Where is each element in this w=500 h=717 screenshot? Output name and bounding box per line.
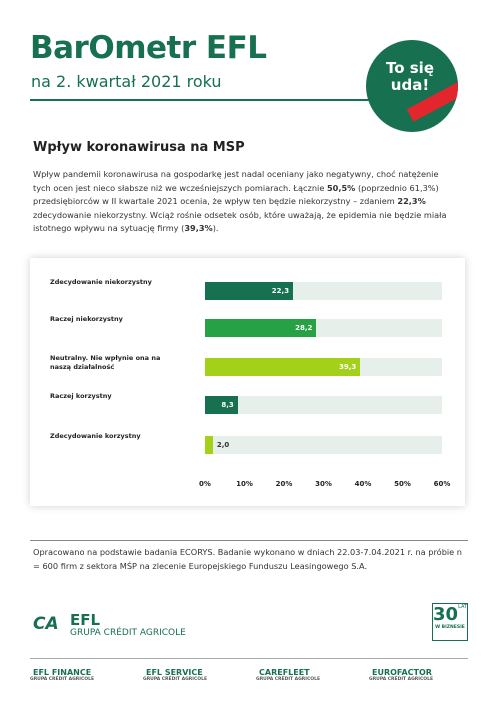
category-label: Neutralny. Nie wpłynie ona na naszą dzia…	[50, 354, 161, 371]
logo-mark: CA	[33, 614, 59, 634]
brand-group: GRUPA CRÉDIT AGRICOLE	[256, 677, 321, 682]
subtitle: na 2. kwartał 2021 roku	[31, 72, 222, 91]
bar	[205, 358, 361, 376]
x-tick-label: 20%	[275, 480, 293, 488]
heading: Wpływ koronawirusa na MSP	[33, 140, 245, 155]
x-tick-label: 10%	[236, 480, 253, 488]
intro-bold: 50,5%	[326, 182, 356, 193]
intro-bold: 39,3%	[184, 223, 213, 233]
brand-name: EFL FINANCE	[33, 668, 92, 677]
logo-name: EFL	[70, 611, 101, 629]
category-label: Raczej korzystny	[50, 392, 112, 400]
anniversary-num: 30	[433, 604, 459, 625]
category-label: Zdecydowanie korzystny	[50, 432, 141, 440]
note: Opracowano na podstawie badania ECORYS. …	[33, 547, 462, 571]
brand-group: GRUPA CRÉDIT AGRICOLE	[143, 677, 208, 682]
bar	[205, 436, 213, 454]
x-tick-label: 60%	[433, 480, 451, 488]
bar	[205, 282, 294, 300]
intro-bold: 22,3%	[397, 196, 426, 206]
badge: To się uda!	[366, 40, 458, 132]
chart-card: Zdecydowanie niekorzystny 22,3 Raczej niek…	[30, 258, 465, 506]
rule	[30, 99, 382, 101]
anniversary: 30LAT W BIZNESIE	[432, 603, 468, 641]
intro-text: Wpływ pandemii koronawirusa na gospodark…	[33, 169, 439, 193]
title: BarOmetr EFL	[30, 30, 267, 66]
value-label: 2,0	[216, 441, 230, 449]
value-label: 22,3	[271, 287, 290, 295]
value-label: 8,3	[221, 401, 234, 409]
bar	[205, 319, 317, 337]
rule	[30, 540, 468, 541]
value-label: 39,3	[338, 363, 357, 371]
x-tick-label: 50%	[394, 480, 411, 488]
x-tick-label: 40%	[354, 480, 372, 488]
brand-group: GRUPA CRÉDIT AGRICOLE	[30, 677, 95, 682]
brand-group: GRUPA CRÉDIT AGRICOLE	[369, 677, 434, 682]
brands: EFL FINANCE GRUPA CRÉDIT AGRICOLE EFL SERV…	[30, 668, 470, 688]
brand: EFL SERVICE GRUPA CRÉDIT AGRICOLE	[143, 668, 207, 682]
value-label: 28,2	[295, 324, 313, 332]
brand-name: EFL SERVICE	[146, 668, 203, 677]
anniversary-text: W BIZNESIE	[435, 625, 465, 630]
logo-group: GRUPA CRÉDIT AGRICOLE	[70, 628, 186, 638]
anniversary-unit: LAT	[458, 604, 468, 610]
category-label: Zdecydowanie niekorzystny	[50, 278, 152, 286]
rule	[30, 658, 468, 659]
bar-track	[205, 396, 442, 414]
x-tick-label: 0%	[199, 480, 211, 488]
bar	[205, 396, 238, 414]
brand-name: EUROFACTOR	[372, 668, 432, 677]
x-tick-label: 30%	[315, 480, 332, 488]
brand: CAREFLEET GRUPA CRÉDIT AGRICOLE	[256, 668, 320, 682]
category-label: Raczej niekorzystny	[50, 315, 123, 323]
intro-text: (poprzednio 61,3%) przedsiębiorców w II …	[33, 182, 439, 207]
brand-name: CAREFLEET	[259, 668, 310, 677]
badge-text: To się uda!	[385, 59, 434, 94]
intro: Wpływ pandemii koronawirusa na gospodark…	[33, 168, 453, 236]
bar-track	[205, 436, 442, 454]
brand: EFL FINANCE GRUPA CRÉDIT AGRICOLE	[30, 668, 94, 682]
intro-text: zdecydowanie niekorzystny. Wciąż rośnie …	[33, 209, 447, 234]
brand: EUROFACTOR GRUPA CRÉDIT AGRICOLE	[369, 668, 433, 682]
intro-text: ).	[212, 223, 219, 233]
